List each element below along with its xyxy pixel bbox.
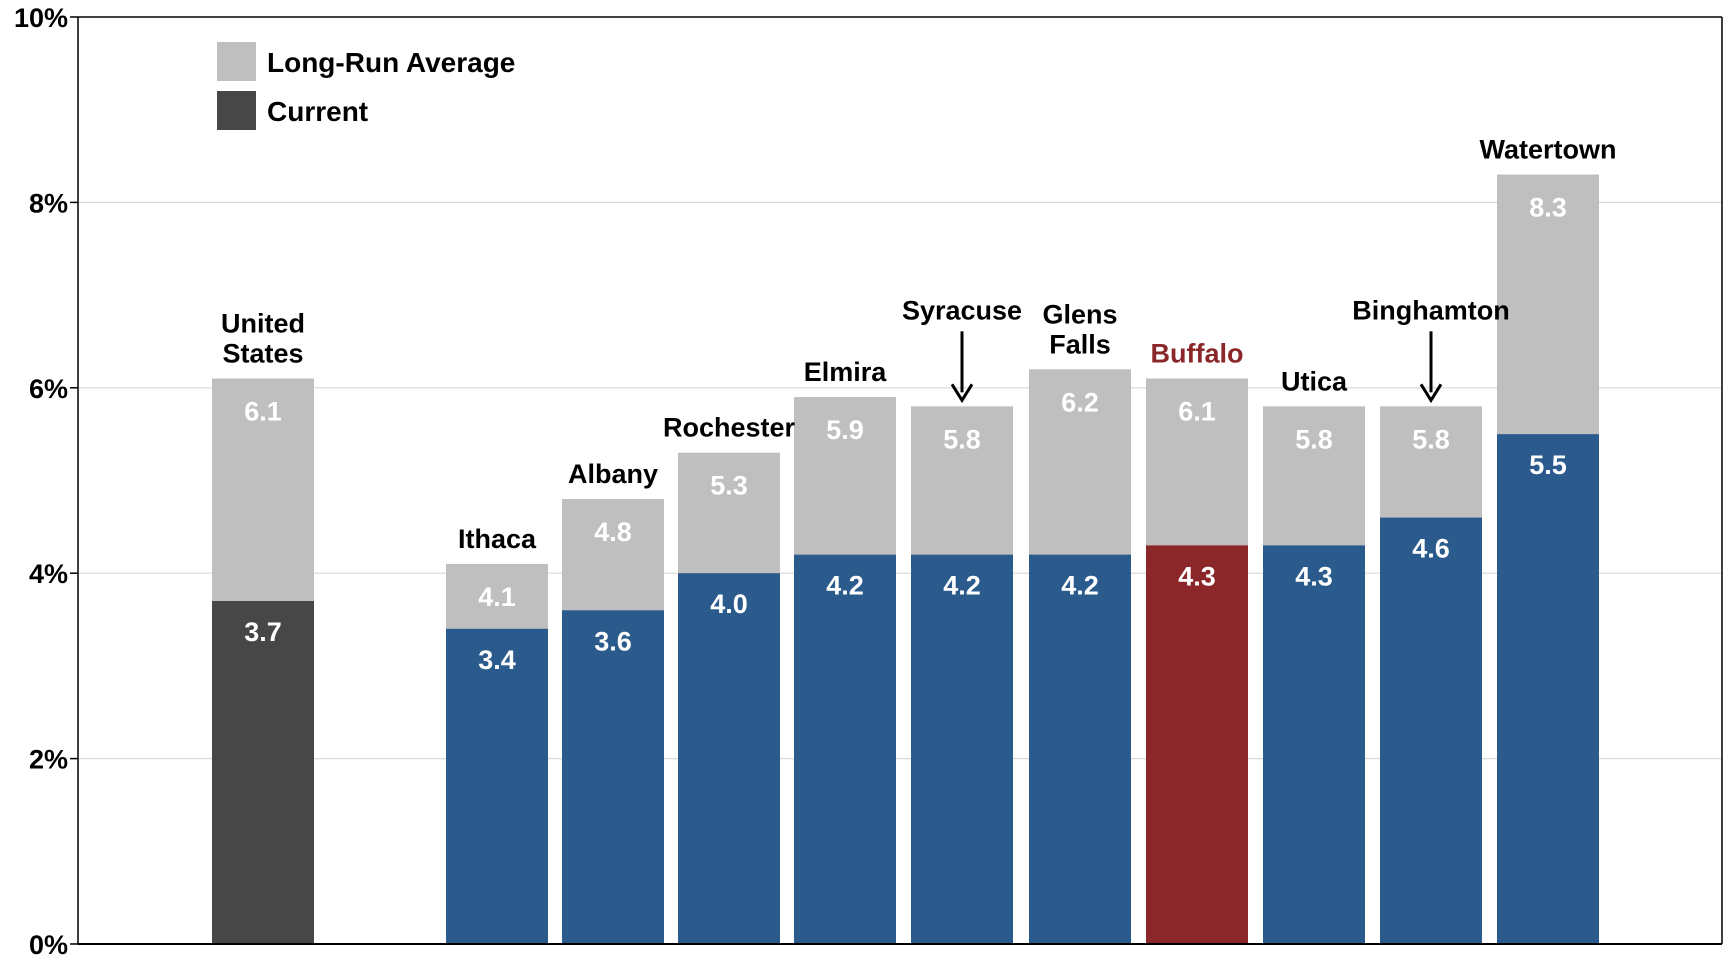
y-tick-label: 4%: [29, 559, 68, 589]
data-label-current: 5.5: [1529, 450, 1567, 480]
y-tick-label: 8%: [29, 188, 68, 218]
bar-current: [911, 554, 1013, 944]
category-label: Glens: [1042, 299, 1117, 329]
data-label-current: 4.0: [710, 589, 748, 619]
bar-current: [446, 628, 548, 944]
bar-current: [1497, 434, 1599, 944]
data-label-long-run: 8.3: [1529, 193, 1567, 223]
category-label: United: [221, 309, 305, 339]
data-label-current: 3.6: [594, 626, 632, 656]
legend-swatch: [217, 91, 256, 130]
data-label-current: 4.2: [943, 571, 981, 601]
data-label-current: 3.7: [244, 617, 282, 647]
category-label: Ithaca: [458, 524, 537, 554]
data-label-current: 4.3: [1178, 561, 1216, 591]
bar-current: [212, 601, 314, 944]
category-label: Falls: [1049, 329, 1111, 359]
category-label: Utica: [1281, 366, 1348, 396]
y-tick-label: 6%: [29, 374, 68, 404]
data-label-long-run: 5.3: [710, 471, 748, 501]
category-label: States: [222, 339, 303, 369]
data-label-long-run: 6.1: [244, 397, 282, 427]
category-label: Rochester: [663, 413, 796, 443]
pointer-arrow-head: [950, 383, 974, 404]
bars: 6.1 3.7 4.1 3.4 4.8 3.6 5.3 4.0 5.9 4.2 5.8 4.2 6.2 4…: [212, 174, 1599, 945]
y-tick-label: 0%: [29, 930, 68, 960]
data-label-current: 4.3: [1295, 561, 1333, 591]
y-tick-label: 2%: [29, 745, 68, 775]
data-label-current: 4.2: [1061, 571, 1099, 601]
category-label: Syracuse: [902, 295, 1022, 325]
data-label-long-run: 5.9: [826, 415, 864, 445]
bar-current: [678, 573, 780, 944]
plot-frame: [77, 16, 1723, 945]
pointer-arrow-head: [1419, 383, 1443, 404]
bar-current: [1146, 545, 1248, 944]
legend-swatch: [217, 42, 256, 81]
data-label-current: 3.4: [478, 645, 516, 675]
bar-current: [1029, 554, 1131, 944]
category-label: Elmira: [804, 357, 888, 387]
category-label: Albany: [568, 459, 658, 489]
data-label-long-run: 5.8: [1412, 424, 1450, 454]
data-label-current: 4.2: [826, 571, 864, 601]
bar-current: [1263, 545, 1365, 944]
y-axis: 0% 2% 4% 6% 8% 10%: [14, 3, 78, 960]
bar-current: [562, 610, 664, 944]
legend-label: Current: [267, 96, 368, 127]
data-label-long-run: 6.2: [1061, 387, 1099, 417]
bar-current: [1380, 517, 1482, 944]
legend-label: Long-Run Average: [267, 47, 515, 78]
category-label: Buffalo: [1151, 339, 1244, 369]
y-tick-label: 10%: [14, 3, 68, 33]
data-label-long-run: 5.8: [943, 424, 981, 454]
legend: Long-Run Average Current: [217, 42, 515, 130]
data-label-long-run: 4.8: [594, 517, 632, 547]
data-label-long-run: 4.1: [478, 582, 516, 612]
category-label: Binghamton: [1352, 295, 1509, 325]
data-label-current: 4.6: [1412, 534, 1450, 564]
bar-current: [794, 554, 896, 944]
data-label-long-run: 5.8: [1295, 424, 1333, 454]
category-label: Watertown: [1480, 135, 1617, 165]
data-label-long-run: 6.1: [1178, 397, 1216, 427]
